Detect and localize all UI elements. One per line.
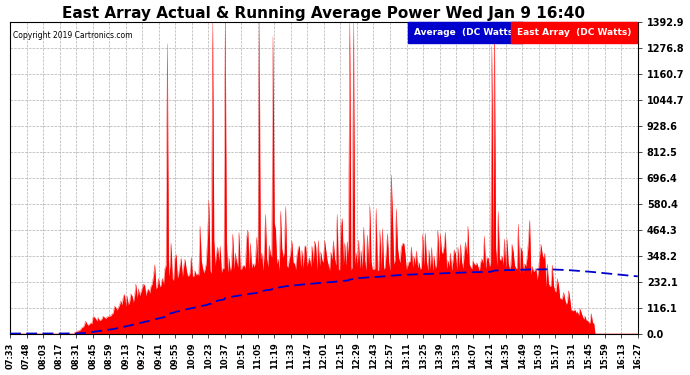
Title: East Array Actual & Running Average Power Wed Jan 9 16:40: East Array Actual & Running Average Powe… [62, 6, 585, 21]
Text: Copyright 2019 Cartronics.com: Copyright 2019 Cartronics.com [13, 31, 132, 40]
Legend: Average  (DC Watts), East Array  (DC Watts): Average (DC Watts), East Array (DC Watts… [412, 26, 633, 39]
